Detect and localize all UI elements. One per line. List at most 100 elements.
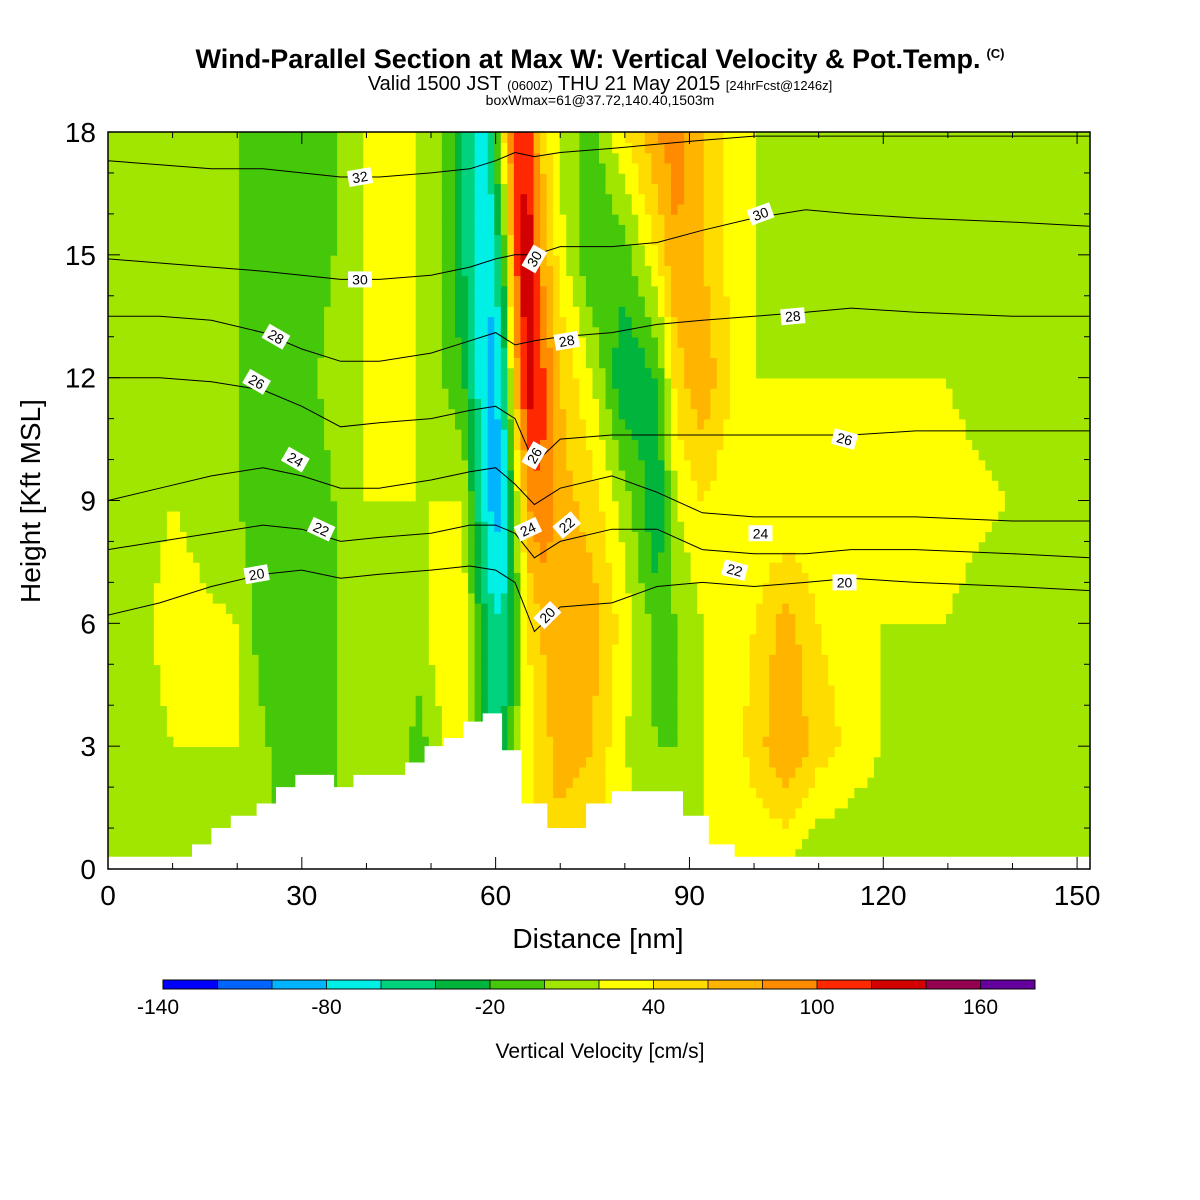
velocity-cell — [468, 674, 476, 686]
velocity-cell — [1057, 654, 1065, 666]
velocity-cell — [736, 828, 744, 840]
velocity-cell — [716, 838, 725, 850]
velocity-cell — [304, 705, 312, 717]
velocity-cell — [304, 551, 312, 563]
velocity-cell — [841, 787, 849, 799]
velocity-cell — [324, 684, 332, 696]
velocity-cell — [945, 633, 954, 645]
velocity-cell — [402, 756, 410, 768]
velocity-cell — [265, 613, 273, 625]
velocity-cell — [468, 623, 476, 635]
velocity-cell — [566, 613, 574, 625]
velocity-cell — [160, 602, 168, 614]
velocity-cell — [873, 776, 882, 788]
velocity-cell — [854, 623, 862, 635]
velocity-cell — [363, 592, 371, 604]
velocity-cell — [369, 531, 378, 543]
velocity-cell — [330, 756, 338, 768]
velocity-cell — [173, 602, 181, 614]
velocity-cell — [880, 807, 888, 819]
velocity-cell — [638, 592, 646, 604]
velocity-cell — [1050, 592, 1059, 604]
velocity-cell — [330, 664, 338, 676]
velocity-cell — [932, 756, 941, 768]
velocity-cell — [638, 746, 646, 758]
velocity-cell — [500, 572, 509, 584]
velocity-cell — [193, 746, 201, 758]
velocity-cell — [821, 561, 829, 573]
velocity-cell — [540, 766, 548, 778]
velocity-cell — [520, 541, 528, 553]
velocity-cell — [828, 776, 836, 788]
velocity-cell — [932, 664, 941, 676]
velocity-cell — [1031, 776, 1039, 788]
velocity-cell — [108, 807, 116, 819]
velocity-cell — [166, 582, 175, 594]
velocity-cell — [1031, 654, 1039, 666]
velocity-cell — [297, 623, 306, 635]
velocity-cell — [775, 551, 784, 563]
velocity-cell — [1017, 602, 1026, 614]
velocity-cell — [193, 838, 201, 850]
velocity-cell — [265, 592, 273, 604]
velocity-cell — [1070, 541, 1078, 553]
velocity-cell — [657, 654, 666, 666]
velocity-cell — [258, 715, 266, 727]
velocity-cell — [860, 551, 869, 563]
velocity-cell — [186, 643, 194, 655]
velocity-cell — [703, 531, 712, 543]
velocity-cell — [278, 561, 286, 573]
velocity-cell — [926, 848, 934, 860]
velocity-cell — [828, 725, 836, 737]
velocity-cell — [684, 633, 692, 645]
velocity-cell — [337, 643, 345, 655]
velocity-cell — [1004, 725, 1013, 737]
velocity-cell — [847, 654, 856, 666]
velocity-cell — [821, 817, 829, 829]
velocity-cell — [526, 674, 535, 686]
velocity-cell — [1037, 817, 1045, 829]
velocity-cell — [291, 725, 299, 737]
velocity-cell — [180, 817, 188, 829]
velocity-cell — [880, 623, 888, 635]
velocity-cell — [454, 654, 463, 666]
velocity-cell — [651, 756, 659, 768]
velocity-cell — [952, 613, 960, 625]
velocity-cell — [919, 551, 928, 563]
velocity-cell — [402, 654, 410, 666]
velocity-cell — [546, 817, 554, 829]
velocity-cell — [245, 541, 253, 553]
velocity-cell — [1050, 705, 1059, 717]
velocity-cell — [965, 776, 973, 788]
velocity-cell — [860, 643, 869, 655]
velocity-cell — [160, 520, 168, 533]
velocity-cell — [245, 613, 253, 625]
velocity-cell — [775, 797, 784, 809]
velocity-cell — [343, 725, 352, 737]
velocity-cell — [775, 643, 784, 655]
velocity-cell — [324, 756, 332, 768]
velocity-cell — [847, 838, 856, 850]
velocity-cell — [350, 766, 358, 778]
velocity-cell — [1050, 531, 1059, 543]
velocity-cell — [343, 776, 352, 788]
velocity-cell — [978, 848, 987, 860]
velocity-cell — [965, 746, 973, 758]
velocity-cell — [991, 572, 1000, 584]
velocity-cell — [225, 643, 234, 655]
velocity-cell — [729, 735, 738, 747]
velocity-cell — [422, 735, 430, 747]
velocity-cell — [369, 684, 378, 696]
velocity-cell — [592, 674, 600, 686]
velocity-cell — [972, 602, 980, 614]
velocity-cell — [114, 705, 122, 717]
velocity-cell — [618, 551, 626, 563]
velocity-cell — [114, 654, 122, 666]
velocity-cell — [906, 838, 915, 850]
velocity-cell — [775, 725, 784, 737]
velocity-cell — [265, 541, 273, 553]
velocity-cell — [415, 725, 424, 737]
velocity-cell — [1017, 643, 1026, 655]
velocity-cell — [376, 664, 384, 676]
velocity-cell — [343, 654, 352, 666]
